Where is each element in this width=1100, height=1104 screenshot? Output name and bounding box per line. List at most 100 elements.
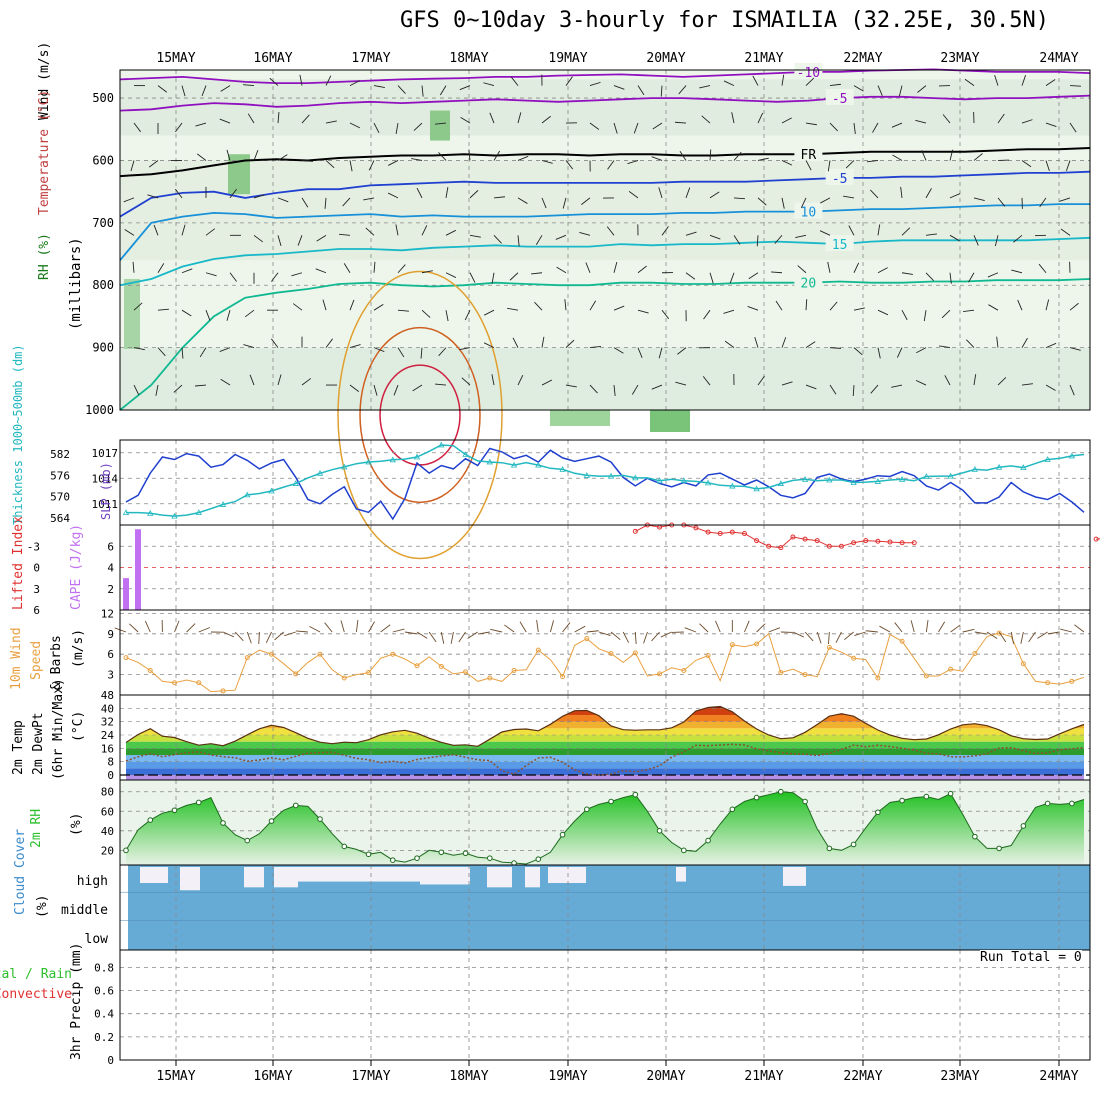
- chart-title: GFS 0~10day 3-hourly for ISMAILIA (32.25…: [400, 8, 1049, 33]
- cape-axis-label: CAPE (J/kg): [69, 524, 84, 610]
- precip-frame: [120, 950, 1090, 1060]
- surface-wind-barb: [417, 632, 427, 638]
- cape-tick-label: 2: [107, 583, 114, 596]
- surface-wind-barb: [1037, 632, 1047, 638]
- date-label-top: 24MAY: [1039, 51, 1078, 66]
- surface-wind-barb: [199, 628, 210, 632]
- cape-bar: [135, 529, 141, 610]
- rh-marker: [948, 791, 953, 796]
- date-label-top: 20MAY: [646, 51, 685, 66]
- rh-marker: [269, 819, 274, 824]
- temp-axis-label-1: 2m Temp: [11, 720, 26, 775]
- surface-wind-barb: [341, 620, 344, 632]
- rh-marker: [682, 848, 687, 853]
- surface-wind-barb: [1074, 625, 1084, 632]
- rh-marker: [609, 799, 614, 804]
- surface-wind-barb: [793, 632, 804, 637]
- surface-wind-barb: [129, 624, 138, 632]
- temp-band: [120, 762, 1090, 769]
- date-label-bottom: 16MAY: [253, 1069, 292, 1084]
- slp-tick-label: 1017: [92, 447, 119, 460]
- pressure-tick-label: 700: [92, 216, 114, 230]
- rh-marker: [973, 834, 978, 839]
- rh2m-axis-label: 2m RH: [29, 809, 44, 848]
- temp-tick-label: 32: [101, 716, 114, 729]
- li-tick-label: 3: [33, 583, 40, 596]
- cloud-gap: [274, 867, 298, 887]
- surface-wind-barb: [1060, 629, 1072, 632]
- surface-wind-barb: [356, 620, 357, 632]
- pressure-tick-label: 1000: [85, 403, 114, 417]
- rh-marker: [439, 850, 444, 855]
- rh-marker: [487, 856, 492, 861]
- pressure-tick-label: 500: [92, 91, 114, 105]
- date-label-bottom: 20MAY: [646, 1069, 685, 1084]
- rh2m-unit-label: (%): [69, 813, 84, 836]
- contour-label: FR: [801, 148, 817, 163]
- date-label-top: 22MAY: [843, 51, 882, 66]
- surface-wind-barb: [504, 625, 514, 632]
- rh-marker: [560, 832, 565, 837]
- precip-tick-label: 0.4: [94, 1008, 114, 1021]
- wind10-unit-label: (m/s): [71, 629, 86, 668]
- surface-wind-barb: [575, 626, 585, 632]
- pressure-axis-label: (millibars): [68, 237, 84, 330]
- date-label-bottom: 23MAY: [940, 1069, 979, 1084]
- cloud-level-label: middle: [61, 903, 108, 918]
- wind-tick-label: 3: [107, 669, 114, 682]
- surface-wind-barb: [187, 624, 195, 632]
- surface-wind-barb: [866, 631, 878, 632]
- date-label-top: 23MAY: [940, 51, 979, 66]
- rh-axis-label: RH (%): [37, 233, 52, 280]
- surface-wind-barb: [879, 626, 889, 632]
- temp-tick-label: 16: [101, 742, 114, 755]
- surface-wind-barb: [175, 621, 179, 632]
- surface-wind-barb: [1021, 632, 1023, 644]
- date-label-bottom: 21MAY: [744, 1069, 783, 1084]
- rh-tick-label: 40: [101, 825, 114, 838]
- thickness-tick-label: 564: [50, 512, 70, 525]
- surface-wind-barb: [685, 628, 696, 632]
- rh-marker: [293, 803, 298, 808]
- temp-band: [120, 748, 1090, 755]
- surface-wind-barb: [296, 631, 308, 632]
- li-axis-label: Lifted Index: [11, 516, 26, 610]
- cloud-gap: [676, 867, 686, 882]
- surface-wind-barb: [716, 621, 721, 632]
- surface-wind-barb: [490, 629, 502, 632]
- rh-marker: [221, 821, 226, 826]
- temp-unit-label: (°C): [71, 711, 86, 742]
- rh-marker: [900, 798, 905, 803]
- contour-label: 15: [832, 238, 848, 253]
- surface-wind-barb: [963, 629, 975, 632]
- cloud-gap: [487, 867, 497, 887]
- rh-marker: [1021, 824, 1026, 829]
- rh-marker: [924, 794, 929, 799]
- rh-marker: [463, 851, 468, 856]
- temp-tick-label: 24: [101, 729, 115, 742]
- cloud-level-label: high: [77, 874, 108, 889]
- rh-shade-blob: [124, 279, 140, 349]
- rh-marker: [633, 792, 638, 797]
- rh-marker: [124, 848, 129, 853]
- date-label-top: 18MAY: [449, 51, 488, 66]
- contour-label: 20: [801, 277, 817, 292]
- cloud-gap: [525, 867, 540, 887]
- cloud-level-label: low: [85, 932, 109, 947]
- surface-wind-barb: [145, 621, 150, 632]
- pressure-tick-label: 600: [92, 153, 114, 167]
- date-label-top: 16MAY: [253, 51, 292, 66]
- precip-tick-label: 0: [107, 1054, 114, 1067]
- cloud-area: [128, 865, 1090, 950]
- rh-marker: [1070, 801, 1075, 806]
- rh-marker: [779, 789, 784, 794]
- rh-marker: [366, 852, 371, 857]
- rh-tick-label: 20: [101, 844, 114, 857]
- date-label-top: 21MAY: [744, 51, 783, 66]
- cloud-gap: [140, 867, 168, 883]
- surface-wind-barb: [284, 632, 295, 636]
- surface-wind-barb: [537, 620, 539, 632]
- surface-wind-barb: [223, 632, 234, 637]
- temp-axis-label-3: (6hr Min/Max): [51, 678, 66, 780]
- rh-shade-band: [120, 348, 1090, 410]
